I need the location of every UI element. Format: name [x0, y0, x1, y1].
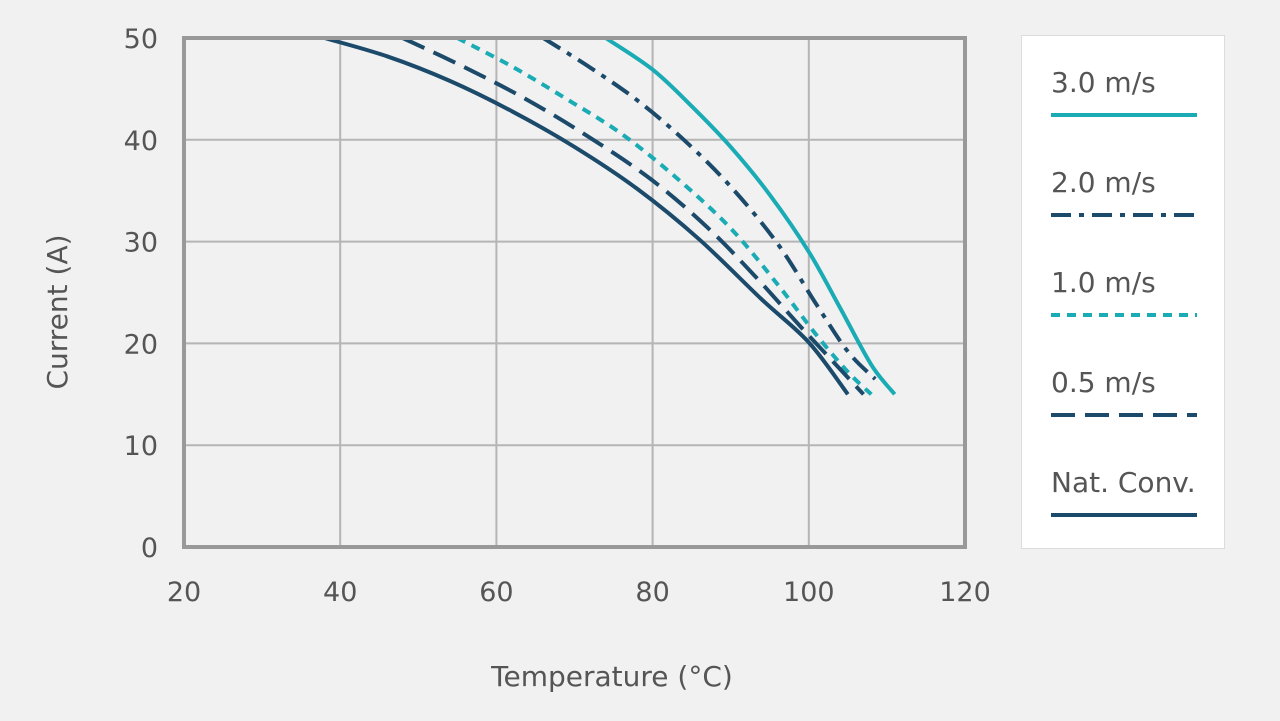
y-tick-label: 10: [124, 431, 158, 462]
legend-swatch: [1051, 313, 1197, 317]
y-tick-label: 50: [124, 24, 158, 55]
series-line-1: [542, 36, 877, 381]
legend-swatch: [1051, 213, 1197, 217]
legend-label: 1.0 m/s: [1051, 266, 1156, 299]
y-tick-label: 20: [124, 329, 158, 360]
y-tick-labels: 0 10 20 30 40 50: [124, 24, 158, 564]
legend-item-0-5-ms: 0.5 m/s: [1051, 366, 1211, 426]
legend-swatch: [1051, 113, 1197, 117]
series-line-4: [324, 36, 850, 396]
series-line-2: [456, 36, 873, 396]
y-tick-label: 30: [124, 228, 158, 259]
x-tick-label: 80: [635, 577, 669, 608]
x-tick-label: 100: [783, 577, 835, 608]
legend-label: 3.0 m/s: [1051, 66, 1156, 99]
x-tick-label: 60: [479, 577, 513, 608]
x-tick-labels: 20 40 60 80 100 120: [167, 577, 991, 608]
legend-swatch: [1051, 413, 1197, 417]
series-line-3: [401, 36, 865, 396]
plot-area: [184, 38, 965, 547]
legend-item-nat-conv: Nat. Conv.: [1051, 466, 1211, 526]
y-axis-title: Current (A): [41, 234, 74, 389]
legend-label: 0.5 m/s: [1051, 366, 1156, 399]
x-axis-title: Temperature (°C): [490, 660, 733, 693]
x-tick-label: 40: [323, 577, 357, 608]
legend-item-3-0-ms: 3.0 m/s: [1051, 66, 1211, 126]
series-line-0: [604, 36, 897, 396]
x-tick-label: 120: [939, 577, 991, 608]
legend-label: 2.0 m/s: [1051, 166, 1156, 199]
grid: [184, 38, 965, 547]
series-layer: [324, 36, 897, 396]
y-tick-label: 0: [141, 533, 158, 564]
y-tick-label: 40: [124, 126, 158, 157]
plot-frame: [182, 36, 967, 549]
legend-item-2-0-ms: 2.0 m/s: [1051, 166, 1211, 226]
legend: 3.0 m/s 2.0 m/s 1.0 m/s 0.5 m/s Nat. Con…: [1021, 35, 1225, 549]
x-tick-label: 20: [167, 577, 201, 608]
legend-swatch: [1051, 513, 1197, 517]
legend-label: Nat. Conv.: [1051, 466, 1196, 499]
legend-item-1-0-ms: 1.0 m/s: [1051, 266, 1211, 326]
